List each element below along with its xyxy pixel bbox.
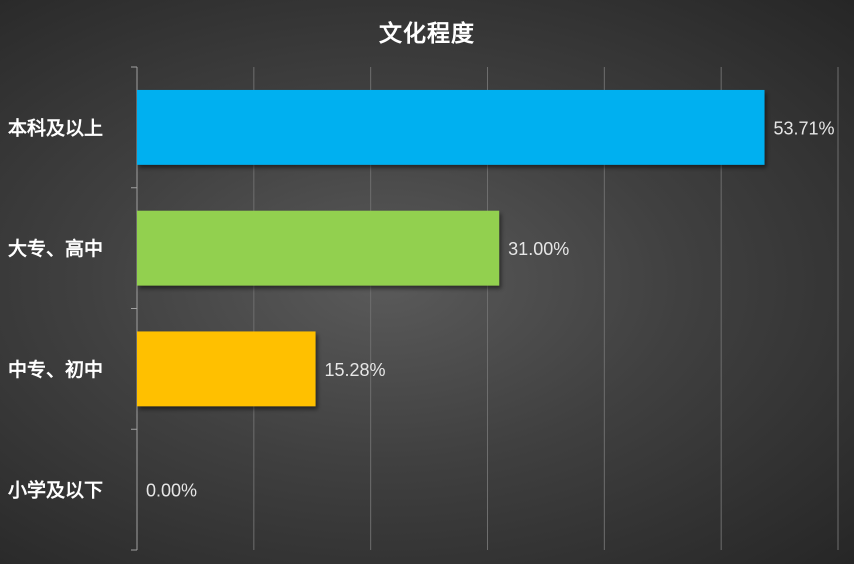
chart-title: 文化程度 bbox=[379, 20, 475, 46]
labels: 本科及以上 53.71% 大专、高中 31.00% 中专、初中 15.28% 小学及以下 0.… bbox=[8, 116, 835, 501]
bars bbox=[137, 89, 765, 407]
data-label: 15.28% bbox=[325, 360, 386, 380]
data-label: 31.00% bbox=[508, 239, 569, 259]
bar bbox=[137, 331, 316, 407]
category-label: 大专、高中 bbox=[8, 237, 103, 260]
data-label: 0.00% bbox=[146, 481, 197, 501]
bar bbox=[137, 89, 765, 165]
bar bbox=[137, 210, 500, 286]
category-label: 小学及以下 bbox=[8, 479, 103, 502]
category-label: 本科及以上 bbox=[8, 116, 103, 139]
data-label: 53.71% bbox=[774, 118, 835, 138]
category-axis bbox=[131, 66, 138, 551]
category-label: 中专、初中 bbox=[8, 358, 103, 381]
